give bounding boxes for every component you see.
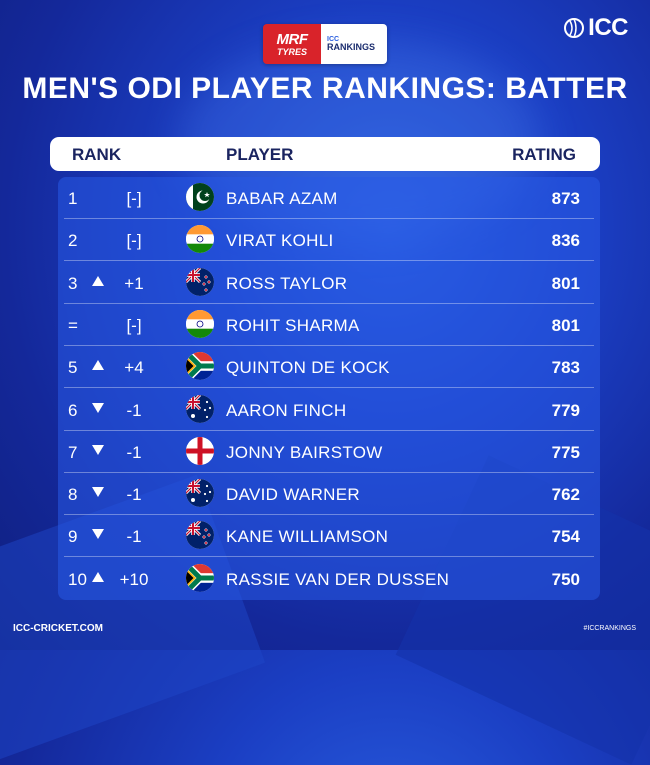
england-flag-icon bbox=[186, 436, 214, 465]
rating-value: 775 bbox=[551, 442, 580, 462]
arrow-up-icon bbox=[92, 571, 104, 582]
rank-change: +1 bbox=[124, 273, 144, 293]
row-divider bbox=[64, 514, 594, 516]
player-name: ROHIT SHARMA bbox=[226, 315, 360, 335]
rank-value: 10 bbox=[68, 569, 87, 589]
rating-value: 801 bbox=[551, 273, 580, 293]
row-divider bbox=[64, 387, 594, 389]
table-row: 6 -1 AARON FINCH 779 bbox=[58, 389, 600, 431]
rating-value: 779 bbox=[551, 400, 580, 420]
rank-change: [-] bbox=[126, 231, 142, 251]
rating-value: 873 bbox=[551, 189, 580, 208]
rank-value: 2 bbox=[68, 231, 78, 251]
rank-change: -1 bbox=[126, 485, 142, 505]
rating-value: 754 bbox=[551, 527, 580, 547]
header-player: PLAYER bbox=[226, 145, 294, 164]
rank-change: -1 bbox=[126, 442, 142, 462]
icc-rankings-badge: ICC RANKINGS bbox=[321, 24, 387, 64]
player-name: QUINTON DE KOCK bbox=[226, 358, 390, 378]
header-rating: RATING bbox=[512, 145, 576, 164]
icc-logo-text: ICC bbox=[588, 14, 628, 41]
table-row: 9 -1 KANE WILLIAMSON 754 bbox=[58, 515, 600, 558]
table-row: 7 -1 JONNY BAIRSTOW 775 bbox=[58, 431, 600, 473]
icc-logo: ICC bbox=[563, 14, 628, 42]
player-name: JONNY BAIRSTOW bbox=[226, 442, 383, 462]
mrf-tyres-logo: MRF TYRES bbox=[263, 24, 321, 64]
partner-bottom: RANKINGS bbox=[327, 41, 376, 52]
pakistan-flag-icon bbox=[186, 183, 214, 211]
table-row: 1 [-] BABAR AZAM 873 bbox=[58, 177, 600, 219]
icc-ball-icon bbox=[564, 18, 585, 38]
row-divider bbox=[64, 344, 594, 346]
rank-change: +4 bbox=[124, 358, 144, 378]
table-row: = [-] ROHIT SHARMA 801 bbox=[58, 304, 600, 346]
arrow-down-icon bbox=[92, 487, 104, 498]
rank-value: = bbox=[68, 315, 78, 335]
page-title: MEN'S ODI PLAYER RANKINGS: BATTER bbox=[22, 72, 628, 105]
rank-value: 5 bbox=[68, 358, 78, 378]
player-name: ROSS TAYLOR bbox=[226, 273, 348, 293]
india-flag-icon bbox=[186, 225, 214, 254]
australia-flag-icon bbox=[186, 394, 214, 423]
rating-value: 783 bbox=[551, 358, 580, 378]
rank-change: +10 bbox=[119, 569, 149, 589]
table-row: 2 [-] VIRAT KOHLI 836 bbox=[58, 219, 600, 262]
table-row: 8 -1 DAVID WARNER 762 bbox=[58, 473, 600, 516]
partner-top: ICC bbox=[327, 35, 340, 43]
rating-value: 836 bbox=[551, 231, 580, 251]
new-zealand-flag-icon bbox=[186, 521, 214, 550]
arrow-down-icon bbox=[92, 529, 104, 540]
player-name: VIRAT KOHLI bbox=[226, 231, 334, 251]
mrf-icc-rankings-logo: MRF TYRES ICC RANKINGS bbox=[263, 24, 387, 64]
row-divider bbox=[64, 429, 594, 431]
arrow-down-icon bbox=[92, 402, 104, 413]
footer-hashtag: #ICCRANKINGS bbox=[583, 625, 636, 632]
table-row: 5 +4 QUINTON DE KOCK 783 bbox=[58, 346, 600, 389]
rank-value: 3 bbox=[68, 273, 78, 293]
rank-value: 9 bbox=[68, 527, 78, 547]
player-name: RASSIE VAN DER DUSSEN bbox=[226, 569, 450, 589]
rating-value: 762 bbox=[551, 485, 580, 505]
south-africa-flag-icon bbox=[186, 352, 214, 381]
rank-change: [-] bbox=[126, 189, 142, 208]
table-row: 3 +1 ROSS TAYLOR 801 bbox=[58, 262, 600, 304]
rank-change: -1 bbox=[126, 527, 142, 547]
row-divider bbox=[64, 302, 594, 304]
rating-value: 801 bbox=[551, 315, 580, 335]
row-divider bbox=[64, 260, 594, 262]
player-name: BABAR AZAM bbox=[226, 189, 338, 208]
arrow-up-icon bbox=[92, 360, 104, 371]
rankings-table: 1 [-] BABAR AZAM 873 2 [-] VIRAT KOHLI 836 3 +1 RO… bbox=[58, 177, 600, 600]
player-name: AARON FINCH bbox=[226, 400, 347, 420]
sponsor-brand-bottom: TYRES bbox=[276, 46, 307, 57]
rank-value: 6 bbox=[68, 400, 78, 420]
row-divider bbox=[64, 471, 594, 473]
rank-change: -1 bbox=[126, 400, 142, 420]
player-name: DAVID WARNER bbox=[226, 485, 360, 505]
australia-flag-icon bbox=[186, 479, 214, 508]
rank-value: 1 bbox=[68, 189, 78, 208]
player-name: KANE WILLIAMSON bbox=[226, 527, 389, 547]
row-divider bbox=[64, 556, 594, 558]
rank-value: 8 bbox=[68, 485, 78, 505]
india-flag-icon bbox=[186, 309, 214, 338]
table-row: 10 +10 RASSIE VAN DER DUSSEN 750 bbox=[58, 558, 600, 600]
arrow-down-icon bbox=[92, 444, 104, 455]
rank-change: [-] bbox=[126, 315, 142, 335]
footer-website: ICC-CRICKET.COM bbox=[13, 623, 103, 634]
row-divider bbox=[64, 218, 594, 219]
rank-value: 7 bbox=[68, 442, 78, 462]
new-zealand-flag-icon bbox=[186, 267, 214, 296]
table-header: RANK PLAYER RATING bbox=[50, 137, 600, 171]
south-africa-flag-icon bbox=[186, 563, 214, 592]
arrow-up-icon bbox=[92, 275, 104, 286]
header-rank: RANK bbox=[72, 145, 122, 164]
sponsor-brand-top: MRF bbox=[276, 30, 309, 48]
rating-value: 750 bbox=[551, 569, 580, 589]
